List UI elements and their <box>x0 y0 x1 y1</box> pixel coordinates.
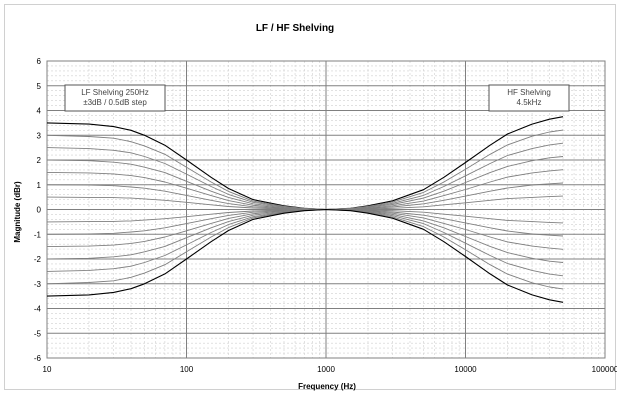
y-tick-label: -2 <box>34 255 42 264</box>
y-tick-label: 2 <box>37 156 42 165</box>
y-tick-label: -3 <box>34 280 42 289</box>
x-tick-labels: 10 100 1000 10000 100000 <box>43 365 617 374</box>
y-tick-label: 5 <box>37 82 42 91</box>
annotation-text: 4.5kHz <box>517 98 542 107</box>
major-grid <box>47 61 605 358</box>
annotation-text: LF Shelving 250Hz <box>81 88 149 97</box>
shelving-chart: LF / HF Shelving Magnitude (dBr) Frequen… <box>13 23 617 391</box>
plot-area <box>46 60 606 359</box>
x-tick-label: 10 <box>43 365 52 374</box>
annotation-text: ±3dB / 0.5dB step <box>83 98 147 107</box>
y-tick-label: 4 <box>37 107 42 116</box>
annotation-text: HF Shelving <box>507 88 551 97</box>
y-tick-label: 6 <box>37 57 42 66</box>
chart-title: LF / HF Shelving <box>256 23 334 34</box>
x-tick-label: 10000 <box>454 365 477 374</box>
series-line <box>46 208 564 303</box>
y-tick-label: -4 <box>34 305 42 314</box>
y-axis-title: Magnitude (dBr) <box>13 181 22 243</box>
series-line <box>46 182 564 210</box>
x-axis-title: Frequency (Hz) <box>298 382 356 391</box>
y-tick-label: 0 <box>37 206 42 215</box>
y-tick-label: -1 <box>34 230 42 239</box>
x-tick-label: 100 <box>180 365 194 374</box>
series-line <box>46 209 564 237</box>
series-line <box>46 195 564 210</box>
y-tick-label: 3 <box>37 131 42 140</box>
x-tick-label: 1000 <box>317 365 335 374</box>
series-lines <box>46 116 564 303</box>
chart-frame: LF / HF Shelving Magnitude (dBr) Frequen… <box>4 4 617 391</box>
y-tick-label: 1 <box>37 181 42 190</box>
x-tick-label: 100000 <box>592 365 617 374</box>
y-tick-labels: 6 5 4 3 2 1 0 -1 -2 -3 -4 -5 -6 <box>34 57 42 363</box>
series-line <box>46 209 564 224</box>
y-tick-label: -5 <box>34 329 42 338</box>
annotation-box <box>64 84 166 112</box>
annotations: LF Shelving 250Hz±3dB / 0.5dB step HF She… <box>64 84 570 112</box>
y-tick-label: -6 <box>34 354 42 363</box>
annotation-box <box>488 84 570 112</box>
